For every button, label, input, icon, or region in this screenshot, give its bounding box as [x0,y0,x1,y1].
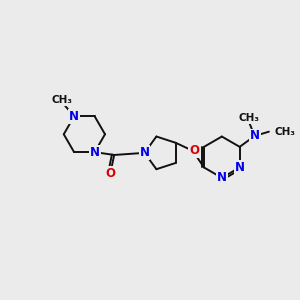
Text: N: N [90,146,100,159]
Text: O: O [189,144,199,157]
Text: N: N [140,146,149,159]
Text: CH₃: CH₃ [51,95,72,105]
Text: N: N [235,161,245,174]
Text: CH₃: CH₃ [274,127,295,137]
Text: CH₃: CH₃ [238,113,260,123]
Text: N: N [217,171,227,184]
Text: N: N [250,130,260,142]
Text: O: O [106,167,116,180]
Text: N: N [69,110,79,123]
